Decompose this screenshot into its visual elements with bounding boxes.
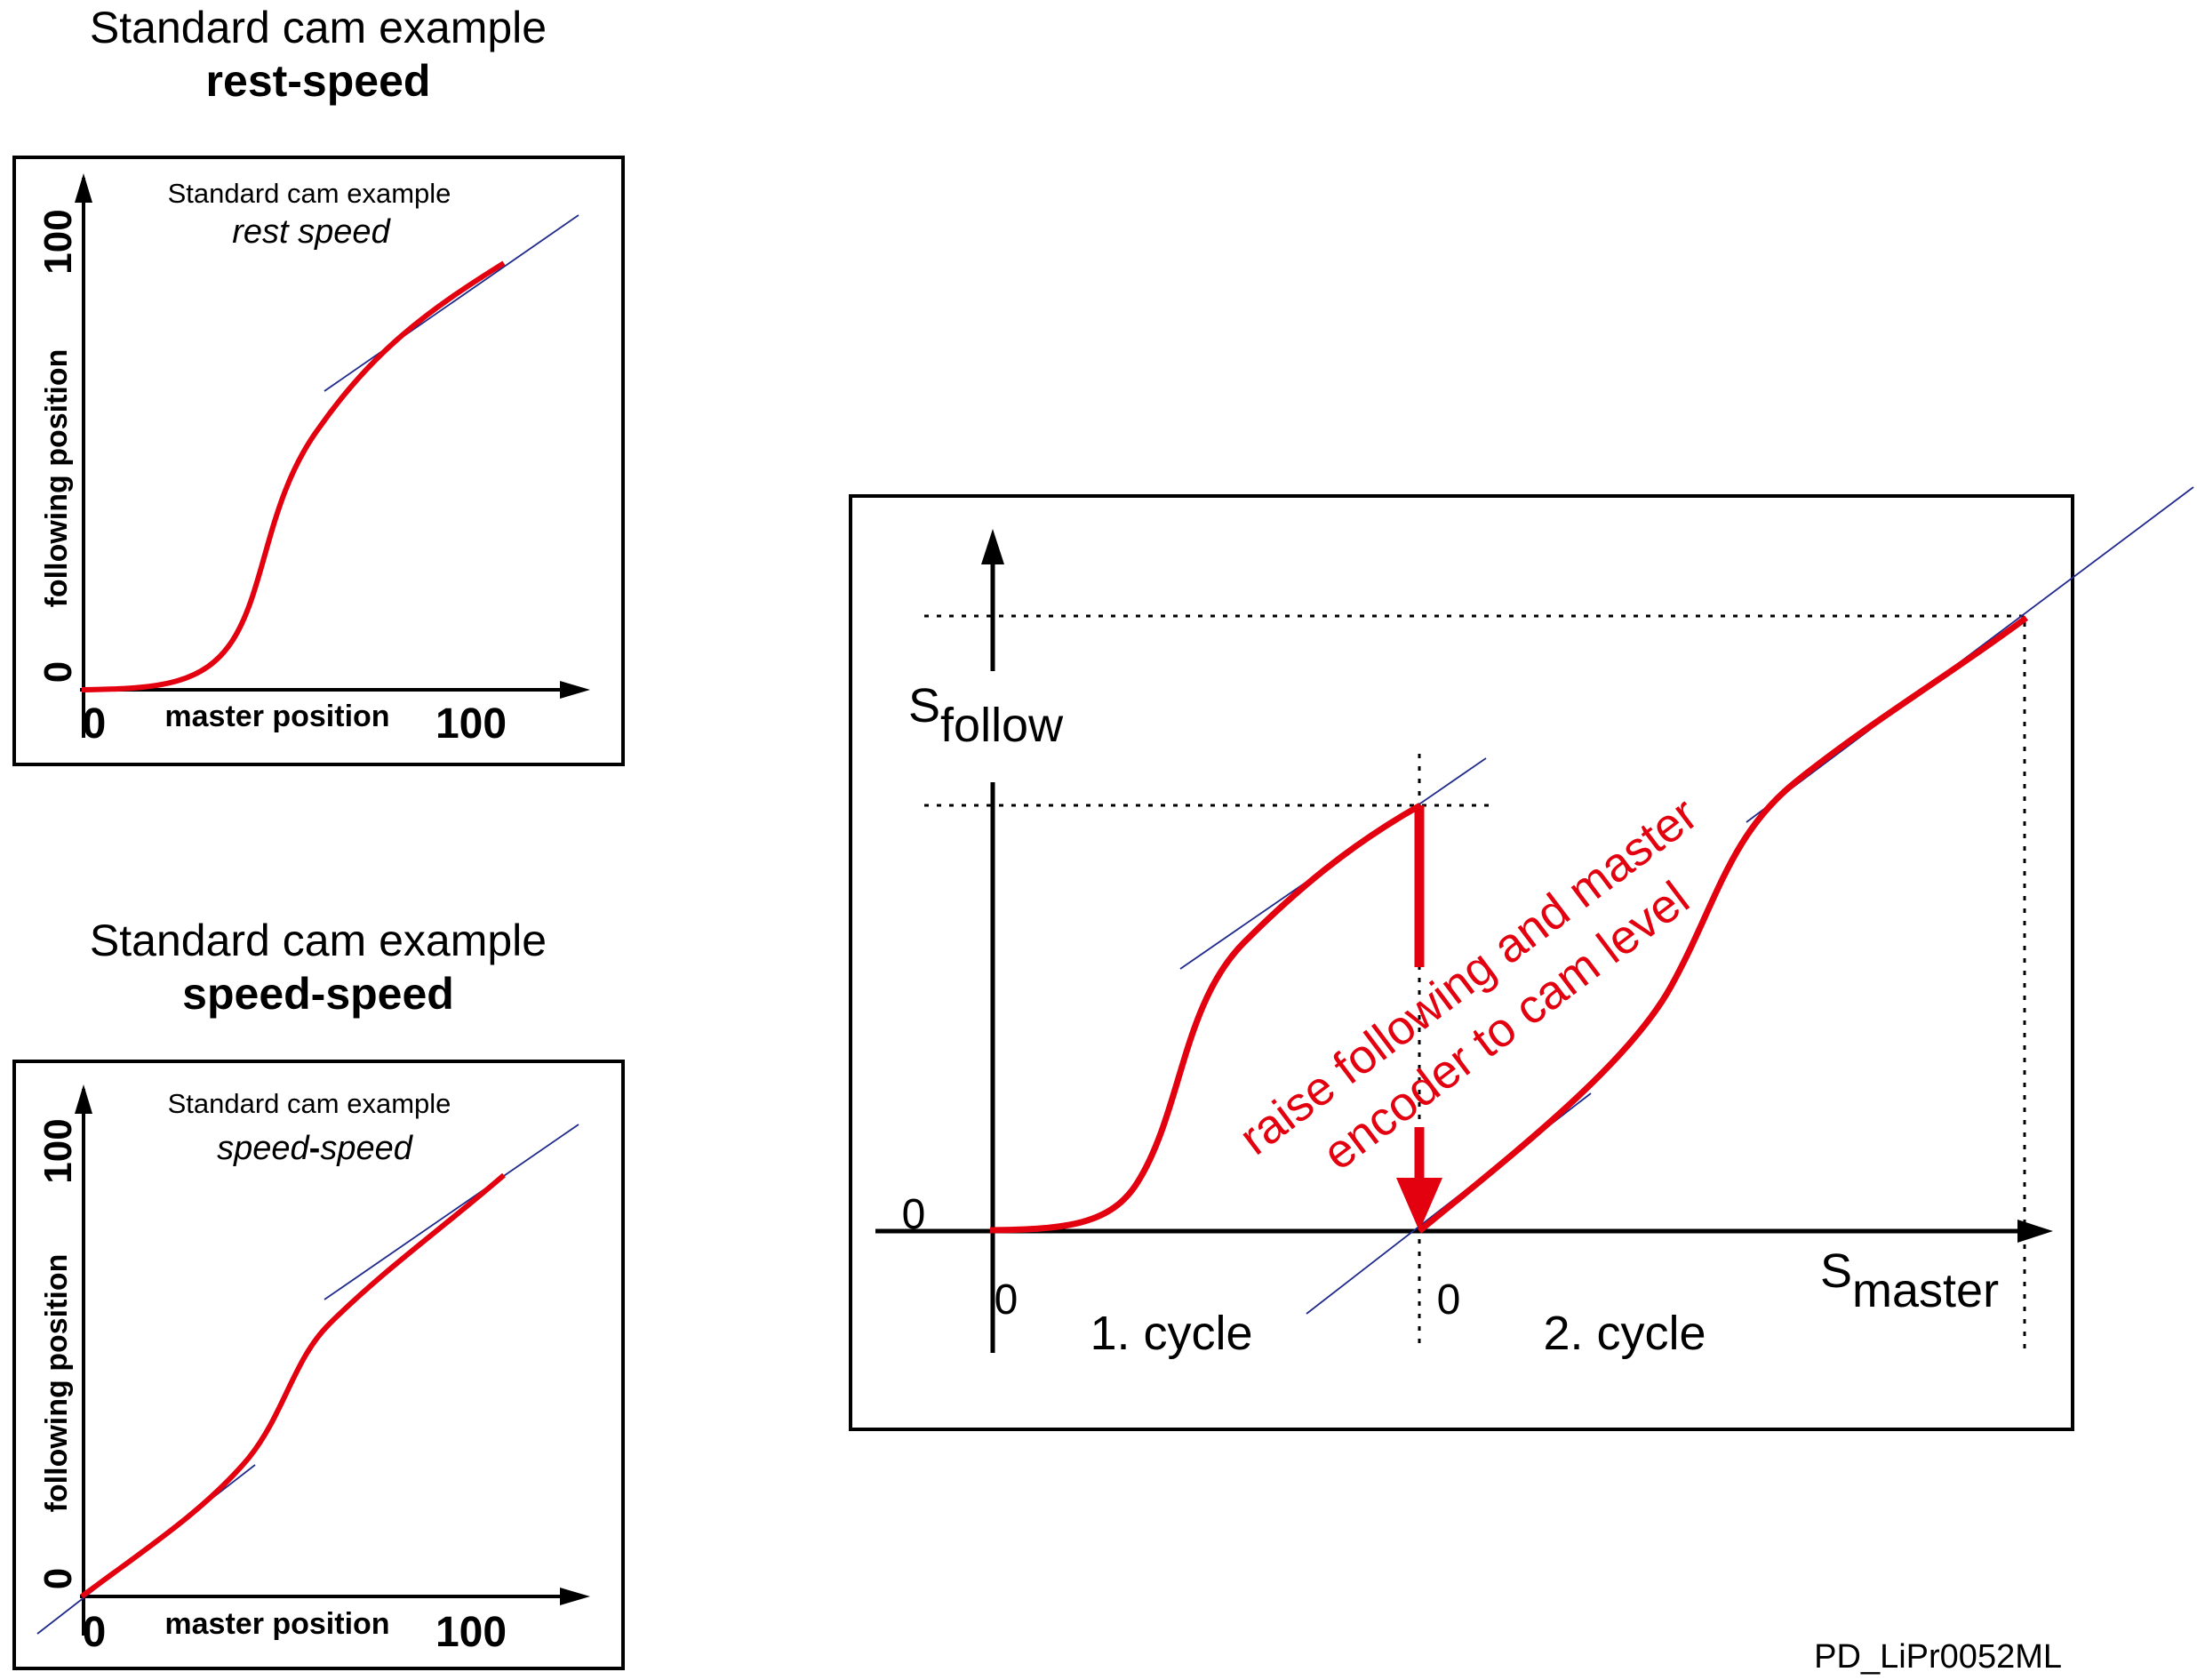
top-heading-line1: Standard cam example [90, 3, 547, 52]
bottom-x-max-label: 100 [435, 1609, 507, 1656]
main-chart-frame [849, 494, 2074, 1431]
bottom-y-axis-label: following position [40, 1254, 74, 1513]
bottom-y-max-label: 100 [36, 1118, 80, 1183]
bottom-chart-frame [12, 1060, 625, 1670]
main-y-axis-label-sub: follow [940, 699, 1064, 752]
main-y-axis-arrow [981, 529, 1004, 564]
top-y-axis-arrow [75, 173, 92, 203]
top-chart-frame [12, 156, 625, 766]
main-y-axis-label-base: S [908, 679, 940, 732]
document-id: PD_LiPr0052ML [1814, 1638, 2062, 1676]
top-cam-curve [81, 260, 506, 692]
top-x-axis-label: master position [164, 700, 389, 733]
top-y-max-label: 100 [36, 209, 80, 274]
top-inner-title-line2: rest speed [232, 213, 391, 251]
main-cam-curve-cycle2 [1417, 615, 2029, 1234]
top-x-max-label: 100 [435, 700, 507, 748]
main-cycle-2-label: 2. cycle [1543, 1307, 1706, 1360]
top-y-min-label: 0 [36, 661, 80, 683]
bottom-y-min-label: 0 [36, 1568, 80, 1589]
bottom-x-min-label: 0 [83, 1609, 107, 1656]
main-annotation-line1: raise following and master [1230, 788, 1707, 1165]
main-x-axis-label-base: S [1820, 1244, 1852, 1298]
main-x-axis-label: Smaster [1820, 1244, 1999, 1317]
bottom-cam-curve [80, 1172, 506, 1599]
bottom-inner-title-line1: Standard cam example [168, 1088, 451, 1119]
main-cam-curve-cycle1 [989, 802, 1422, 1234]
bottom-heading-line2: speed-speed [182, 969, 454, 1019]
main-y-zero-label: 0 [902, 1191, 926, 1238]
bottom-inner-title-line2: speed-speed [217, 1130, 414, 1167]
top-x-min-label: 0 [83, 700, 107, 748]
main-annotation: raise following and master encoder to ca… [1230, 788, 1707, 1181]
bottom-example: Standard cam example speed-speed Standar… [12, 916, 625, 1670]
top-example: Standard cam example rest-speed Standard… [12, 3, 625, 766]
top-heading-line2: rest-speed [206, 56, 431, 106]
main-raise-arrow-head [1396, 1178, 1442, 1231]
main-x-zero-label-2: 0 [1437, 1276, 1461, 1324]
bottom-heading-line1: Standard cam example [90, 916, 547, 965]
bottom-inner-title-b: speed [320, 1130, 413, 1167]
main-x-axis-label-sub: master [1852, 1264, 1999, 1317]
main-y-axis-label: Sfollow [908, 679, 1064, 752]
bottom-x-axis-arrow [560, 1588, 590, 1605]
bottom-inner-title-dash: - [309, 1130, 321, 1167]
top-tangent-line [324, 214, 579, 392]
bottom-x-axis-label: master position [164, 1607, 389, 1641]
bottom-inner-title-a: speed [217, 1130, 310, 1167]
top-x-axis-arrow [560, 681, 590, 699]
main-x-axis-arrow [2017, 1220, 2053, 1243]
top-inner-title-line1: Standard cam example [168, 178, 451, 209]
main-x-zero-label-1: 0 [995, 1276, 1019, 1324]
main-cycle-1-label: 1. cycle [1090, 1307, 1252, 1360]
main-diagram: raise following and master encoder to ca… [849, 486, 2194, 1431]
bottom-y-axis-arrow [75, 1084, 92, 1114]
top-y-axis-label: following position [40, 349, 74, 608]
bottom-tangent-line-end [324, 1124, 579, 1300]
